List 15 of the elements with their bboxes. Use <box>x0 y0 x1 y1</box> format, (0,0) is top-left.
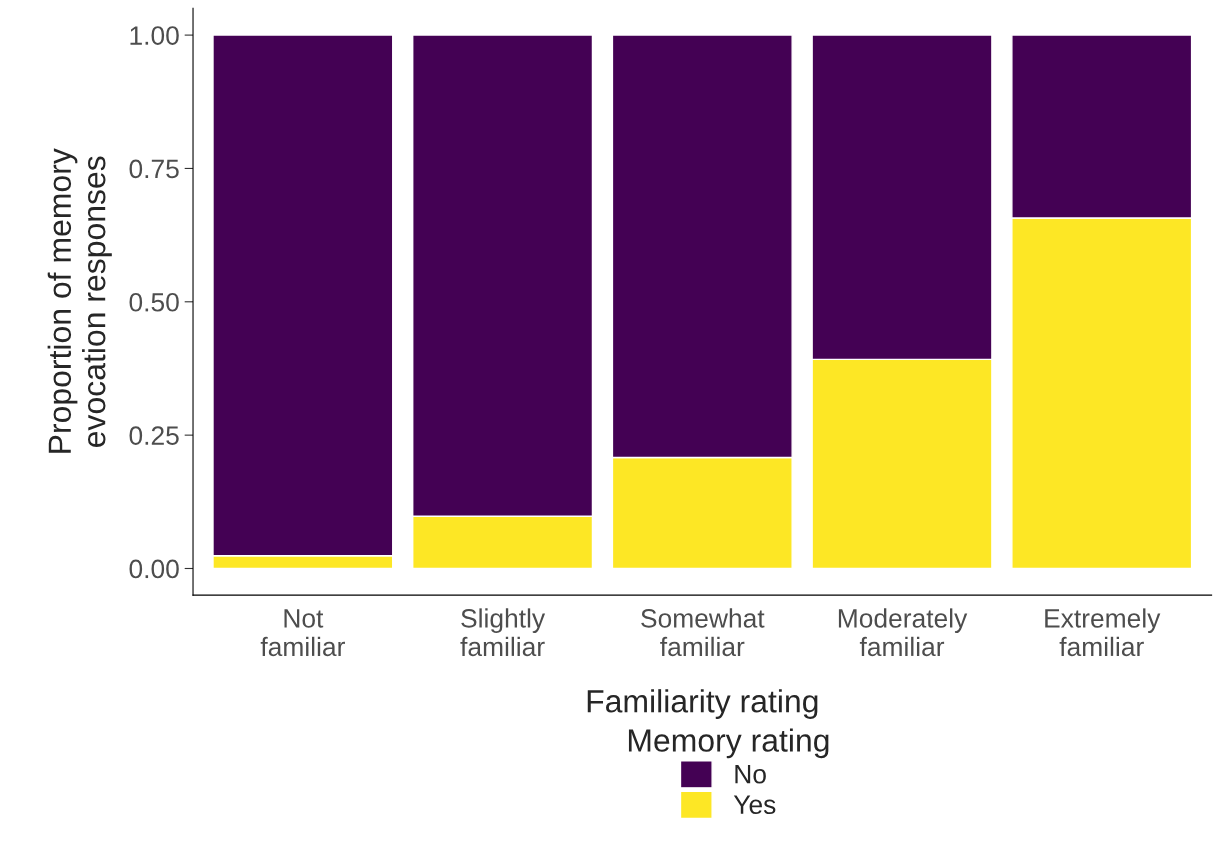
y-tick-label: 0.00 <box>129 559 179 579</box>
x-tick-label: Moderately familiar <box>838 608 968 657</box>
y-tick-label: 1.00 <box>130 26 179 45</box>
legend-label: Yes <box>733 795 776 815</box>
x-axis-title: Familiarity rating <box>587 689 818 719</box>
x-tick-label: Somewhat familiar <box>641 608 765 657</box>
x-tick-label: Slightly familiar <box>460 608 546 657</box>
legend-title: Memory rating <box>628 728 829 759</box>
legend-label: No <box>735 765 766 784</box>
y-tick-label: 0.50 <box>129 292 179 312</box>
y-axis-title: Proportion of memory evocation responses <box>47 148 112 453</box>
y-tick-label: 0.75 <box>129 159 179 179</box>
x-tick-label: Not familiar <box>260 609 345 657</box>
y-tick-label: 0.25 <box>129 426 179 445</box>
x-tick-label: Extremely familiar <box>1045 608 1161 657</box>
